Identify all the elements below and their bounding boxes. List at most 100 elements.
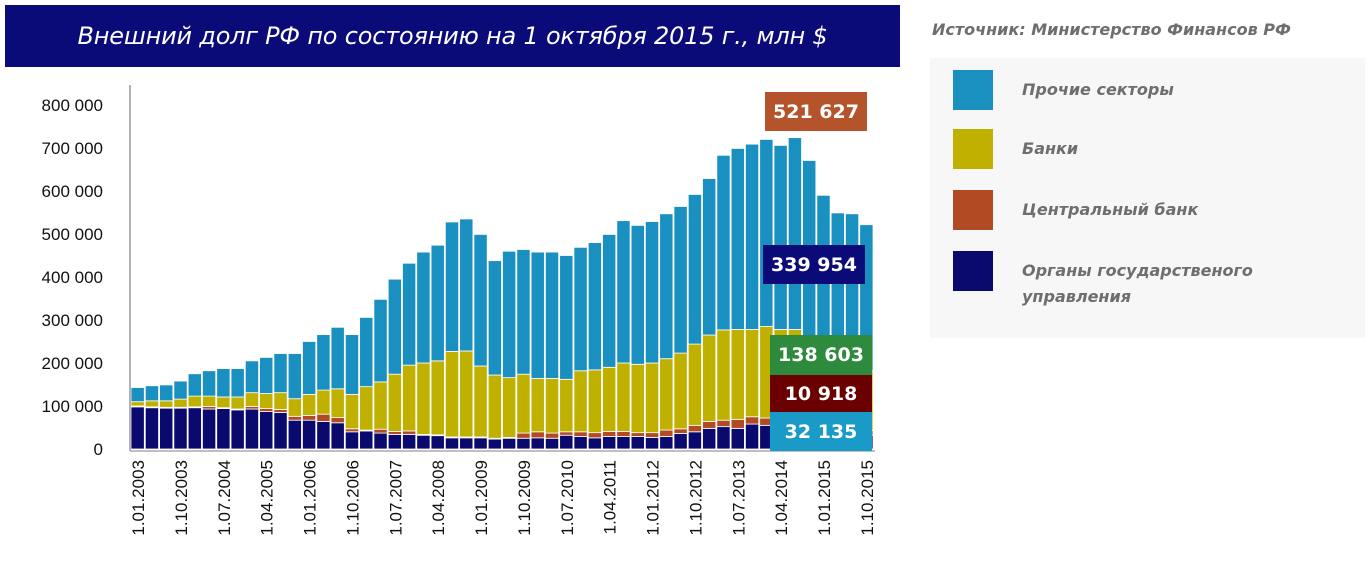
bar-segment-banks <box>402 364 417 432</box>
bar-segment-banks <box>587 369 602 434</box>
bar-segment-other-sectors <box>273 353 288 394</box>
bar-segment-government <box>630 436 645 450</box>
bar-segment-central-bank <box>530 431 545 439</box>
bar-segment-banks <box>273 392 288 410</box>
bar-segment-central-bank <box>716 419 731 428</box>
bar-segment-central-bank <box>402 430 417 435</box>
bar-segment-government <box>687 431 702 450</box>
bar-segment-central-bank <box>387 430 402 435</box>
x-tick-label: 1.07.2010 <box>558 460 577 536</box>
bar-segment-government <box>502 437 517 450</box>
bar-segment-central-bank <box>259 408 274 412</box>
bar-segment-government <box>273 412 288 450</box>
bar-segment-government <box>330 422 345 450</box>
bar-segment-other-sectors <box>773 145 788 330</box>
bar-segment-other-sectors <box>373 298 388 383</box>
bar-segment-government <box>302 419 317 450</box>
bar-segment-government <box>130 406 145 450</box>
bar-segment-government <box>402 433 417 450</box>
bar-segment-government <box>416 434 431 450</box>
bar-segment-government <box>559 434 574 450</box>
x-tick-label: 1.01.2012 <box>644 460 663 536</box>
bar-segment-banks <box>244 392 259 407</box>
bar-segment-banks <box>687 343 702 426</box>
legend-swatch-other-sectors <box>953 70 993 110</box>
bar-segment-government <box>544 437 560 450</box>
bar-segment-other-sectors <box>359 317 374 388</box>
legend-label: Органы государственого управления <box>1022 261 1253 306</box>
bar-segment-central-bank <box>287 415 302 421</box>
bar-segment-banks <box>716 329 731 421</box>
bar-segment-other-sectors <box>259 357 274 394</box>
bar-segment-other-sectors <box>316 334 331 391</box>
bar-segment-other-sectors <box>616 220 631 364</box>
bar-segment-government <box>187 407 202 450</box>
chart-title-text: Внешний долг РФ по состоянию на 1 октябр… <box>77 22 828 50</box>
bar-segment-government <box>144 407 159 450</box>
legend-label: Центральный банк <box>1022 200 1199 219</box>
banks-value-label: 138 603 <box>770 335 872 375</box>
central-bank-value-label: 10 918 <box>770 375 872 412</box>
bar-segment-other-sectors <box>344 334 360 395</box>
x-tick-label: 1.07.2004 <box>215 460 234 536</box>
x-tick-label: 1.04.2011 <box>601 460 620 534</box>
bar-segment-banks <box>130 401 145 407</box>
bar-segment-banks <box>330 388 345 419</box>
other-sectors-value-text: 339 954 <box>771 253 857 276</box>
bar-segment-central-bank <box>602 430 617 437</box>
bar-segment-other-sectors <box>387 278 402 375</box>
bar-segment-other-sectors <box>402 262 417 366</box>
bar-segment-government <box>444 437 460 450</box>
bar-segment-government <box>287 419 302 450</box>
bar-segment-government <box>159 407 174 450</box>
bar-segment-banks <box>487 374 502 439</box>
bar-segment-government <box>587 437 602 450</box>
y-tick-label: 0 <box>94 440 103 459</box>
bar-segment-banks <box>216 396 231 409</box>
x-axis: 1.01.2003 1.10.2003 1.07.2004 1.04.2005 1.01… <box>129 450 877 536</box>
bar-segment-other-sectors <box>644 221 660 364</box>
bar-segment-government <box>487 438 502 450</box>
bar-segment-other-sectors <box>287 353 302 400</box>
bar-segment-banks <box>473 365 488 438</box>
bar-segment-banks <box>344 393 360 430</box>
x-tick-label: 1.01.2015 <box>815 460 834 536</box>
legend-label: Банки <box>1022 139 1079 158</box>
x-tick-label: 1.10.2009 <box>515 460 534 536</box>
bar-segment-government <box>616 436 631 450</box>
bar-segment-government <box>244 408 259 450</box>
bar-segment-government <box>602 436 617 450</box>
y-tick-label: 500 000 <box>42 225 103 244</box>
bar-segment-government <box>230 409 245 450</box>
bar-segment-other-sectors <box>544 251 560 379</box>
bar-segment-central-bank <box>330 417 345 424</box>
bar-segment-other-sectors <box>559 255 574 380</box>
bar-segment-government <box>644 436 660 450</box>
bar-segment-other-sectors <box>573 246 588 372</box>
x-tick-label: 1.10.2003 <box>172 460 191 536</box>
y-axis: 0 100 000 200 000 300 000 400 000 500 000 600 … <box>42 85 131 459</box>
bar-segment-other-sectors <box>244 360 259 394</box>
y-tick-label: 300 000 <box>42 311 103 330</box>
bar-segment-central-bank <box>687 424 702 433</box>
bar-segment-government <box>459 437 474 450</box>
bar-segment-government <box>316 421 331 450</box>
y-tick-label: 100 000 <box>42 397 103 416</box>
bar-segment-government <box>516 437 531 450</box>
bar-segment-government <box>673 433 688 450</box>
bar-segment-banks <box>702 334 717 422</box>
bar-segment-banks <box>444 350 460 438</box>
bar-segment-banks <box>602 366 617 432</box>
bar-segment-central-bank <box>702 421 717 429</box>
bar-segment-banks <box>387 373 402 432</box>
bar-segment-government <box>430 435 445 450</box>
bar-segment-banks <box>259 393 274 409</box>
bar-segment-other-sectors <box>216 368 231 398</box>
bar-segment-banks <box>502 377 517 438</box>
legend-swatch-central-bank <box>953 190 993 230</box>
bar-segment-government <box>202 408 217 450</box>
bar-segment-banks <box>530 378 545 433</box>
bar-segment-other-sectors <box>173 380 188 400</box>
bar-segment-central-bank <box>745 416 760 425</box>
bar-segment-central-bank <box>644 432 660 438</box>
